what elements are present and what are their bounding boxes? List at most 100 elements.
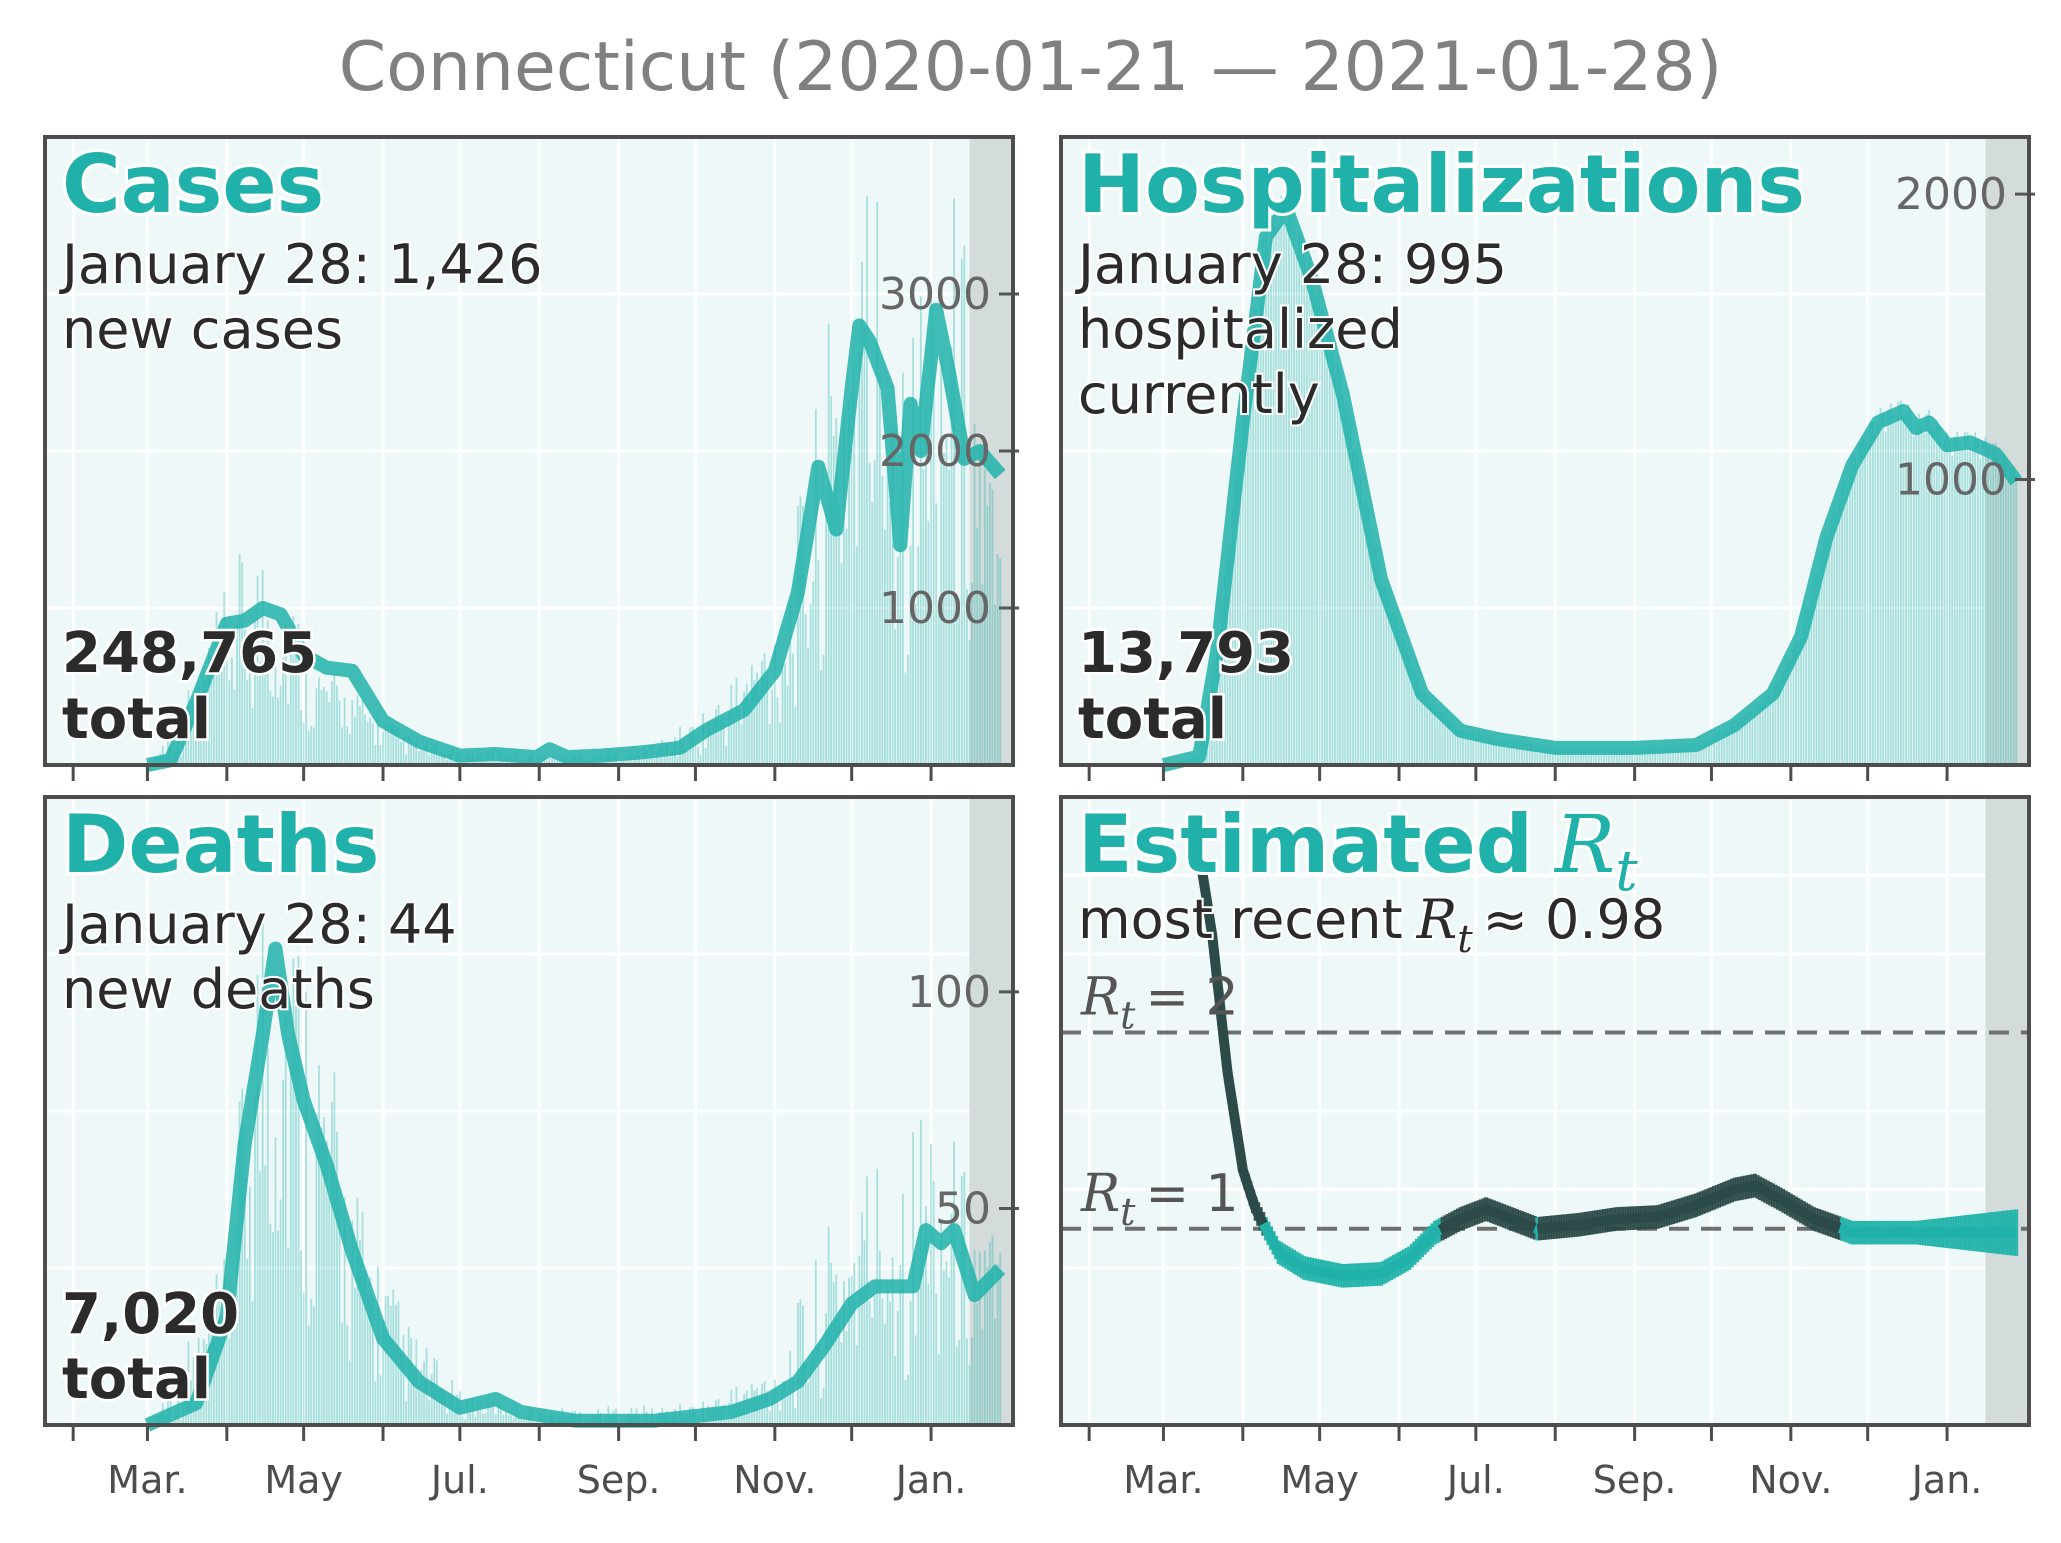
cases-frame — [43, 135, 1015, 767]
cases-bar — [794, 707, 797, 765]
deaths-bar — [758, 1398, 761, 1425]
hospitalizations-bar — [1820, 552, 1823, 765]
deaths-bar — [994, 1318, 996, 1425]
deaths-bar — [320, 1128, 323, 1425]
cases-bar — [361, 699, 364, 765]
cases-bar — [891, 429, 894, 765]
hospitalizations-bar — [1958, 443, 1961, 765]
hospitalizations-bar — [1597, 747, 1600, 765]
cases-bar — [684, 749, 687, 765]
cases-bar — [179, 756, 182, 765]
deaths-bar — [868, 1301, 871, 1425]
deaths-bar — [843, 1280, 845, 1425]
deaths-bar — [441, 1388, 443, 1425]
cases-bar — [814, 408, 817, 765]
hospitalizations-bar — [1336, 363, 1339, 765]
cases-bar — [213, 675, 215, 765]
deaths-bar — [510, 1415, 512, 1425]
hospitalizations-bar — [1216, 647, 1219, 765]
hospitalizations-bar — [1249, 360, 1252, 765]
hospitalizations-bar — [1393, 612, 1395, 765]
deaths-bar — [251, 1301, 254, 1425]
hospitalizations-bar — [1846, 488, 1849, 765]
deaths-bar — [522, 1420, 525, 1425]
deaths-bar — [482, 1413, 484, 1425]
hospitalizations-bar — [1272, 206, 1275, 766]
cases-bar — [748, 706, 751, 765]
hospitalizations-bar — [1759, 703, 1762, 765]
hosp-line3: currently — [1078, 363, 1320, 426]
hospitalizations-bar — [1966, 432, 1969, 765]
deaths-bar — [443, 1391, 446, 1425]
cases-bar — [248, 648, 251, 765]
x-tick-label: Sep. — [1593, 1458, 1677, 1502]
hospitalizations-bar — [1746, 712, 1749, 765]
cases-bar — [548, 757, 551, 765]
hospitalizations-bar — [1241, 411, 1244, 765]
deaths-bar — [904, 1380, 907, 1425]
hospitalizations-bar — [1800, 637, 1802, 765]
hospitalizations-bar — [1953, 436, 1956, 765]
hospitalizations-bar — [1372, 545, 1375, 765]
cases-bar — [195, 721, 197, 765]
hospitalizations-bar — [1943, 438, 1946, 765]
cases-bar — [341, 727, 343, 765]
cases-bar — [668, 756, 671, 765]
deaths-bar — [412, 1368, 415, 1425]
cases-bar — [843, 418, 845, 765]
cases-bar — [786, 685, 789, 765]
hospitalizations-bar — [1789, 660, 1792, 765]
cases-bar — [443, 753, 446, 765]
deaths-recent-shade — [969, 797, 1013, 1425]
cases-bar — [709, 732, 712, 765]
hospitalizations-bar — [1308, 256, 1311, 765]
cases-bar — [625, 757, 628, 765]
hospitalizations-bar — [1882, 414, 1884, 765]
deaths-bar — [233, 1327, 236, 1425]
hospitalizations-bar — [1513, 742, 1516, 765]
hospitalizations-bar — [1472, 732, 1475, 765]
hospitalizations-bar — [1713, 736, 1715, 765]
hospitalizations-bar — [1538, 744, 1541, 765]
deaths-bar — [248, 1186, 251, 1425]
deaths-bar — [238, 1101, 241, 1425]
cases-bar — [297, 624, 300, 765]
cases-bar — [384, 725, 387, 765]
hospitalizations-bar — [1400, 639, 1403, 765]
hospitalizations-bar — [1902, 416, 1905, 765]
hospitalizations-bar — [1428, 703, 1431, 765]
cases-bar — [546, 760, 548, 765]
deaths-bar — [474, 1417, 477, 1425]
cases-bar — [914, 603, 917, 765]
deaths-bar — [981, 1329, 984, 1425]
hospitalizations-bar — [1218, 631, 1221, 765]
hospitalizations-bar — [1395, 616, 1398, 765]
deaths-bar — [976, 1303, 979, 1425]
hospitalizations-bar — [2012, 466, 2015, 765]
cases-bar — [241, 562, 244, 765]
deaths-bar — [310, 1299, 313, 1425]
cases-bar — [935, 503, 938, 765]
hospitalizations-bar — [1257, 314, 1260, 765]
cases-bar — [202, 679, 205, 765]
hospitalizations-bar — [1574, 747, 1577, 765]
hospitalizations-bar — [1946, 432, 1948, 765]
deaths-bar — [827, 1226, 830, 1425]
hospitalizations-bar — [1349, 421, 1352, 765]
deaths-bar — [284, 1015, 287, 1425]
cases-bar — [218, 624, 221, 765]
rt-line-segment — [1258, 1221, 1443, 1281]
rt-title-sub: t — [1615, 839, 1638, 904]
deaths-bar — [187, 1341, 190, 1425]
hospitalizations-bar — [1549, 746, 1552, 765]
cases-bar — [876, 202, 879, 765]
hospitalizations-bar — [1979, 458, 1982, 765]
cases-bar — [553, 756, 556, 765]
hospitalizations-bar — [1590, 748, 1592, 765]
cases-bar — [210, 662, 213, 765]
deaths-bar — [950, 1214, 953, 1425]
cases-bar — [397, 728, 400, 765]
deaths-bar — [768, 1411, 771, 1425]
hospitalizations-bar — [1787, 661, 1790, 765]
deaths-bar — [389, 1305, 392, 1425]
